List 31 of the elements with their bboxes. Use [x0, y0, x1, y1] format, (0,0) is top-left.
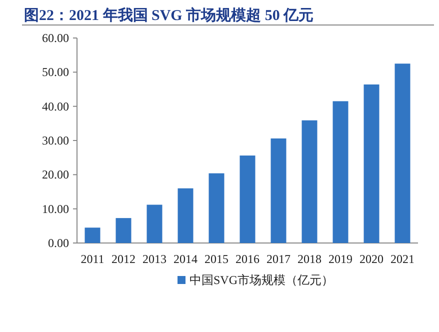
y-tick-label: 20.00 [42, 168, 69, 182]
bar [208, 173, 224, 243]
y-tick-label: 30.00 [42, 134, 69, 148]
bar [270, 138, 286, 243]
x-tick-label: 2021 [390, 252, 414, 266]
x-tick-label: 2011 [80, 252, 104, 266]
x-tick-label: 2013 [142, 252, 166, 266]
bar [146, 204, 162, 243]
bar [332, 101, 348, 243]
y-tick-label: 0.00 [48, 236, 69, 250]
x-tick-label: 2017 [266, 252, 290, 266]
bar [116, 218, 132, 243]
legend-label: 中国SVG市场规模（亿元） [190, 273, 334, 287]
bar [84, 228, 100, 243]
bar [302, 120, 318, 243]
y-tick-label: 10.00 [42, 202, 69, 216]
y-tick-label: 40.00 [42, 99, 69, 114]
x-tick-label: 2014 [174, 252, 198, 266]
x-tick-label: 2016 [236, 252, 260, 266]
y-tick-label: 50.00 [42, 65, 69, 80]
x-tick-label: 2020 [360, 252, 384, 266]
x-tick-label: 2019 [328, 252, 352, 266]
y-tick-label: 60.00 [42, 31, 69, 45]
bar [394, 64, 410, 243]
chart-title: 图22：2021 年我国 SVG 市场规模超 50 亿元 [24, 6, 314, 24]
x-tick-label: 2018 [298, 252, 322, 266]
x-tick-label: 2015 [204, 252, 228, 266]
bar [364, 84, 380, 243]
bar [178, 188, 194, 243]
x-tick-label: 2012 [112, 252, 136, 266]
bar [240, 156, 256, 243]
